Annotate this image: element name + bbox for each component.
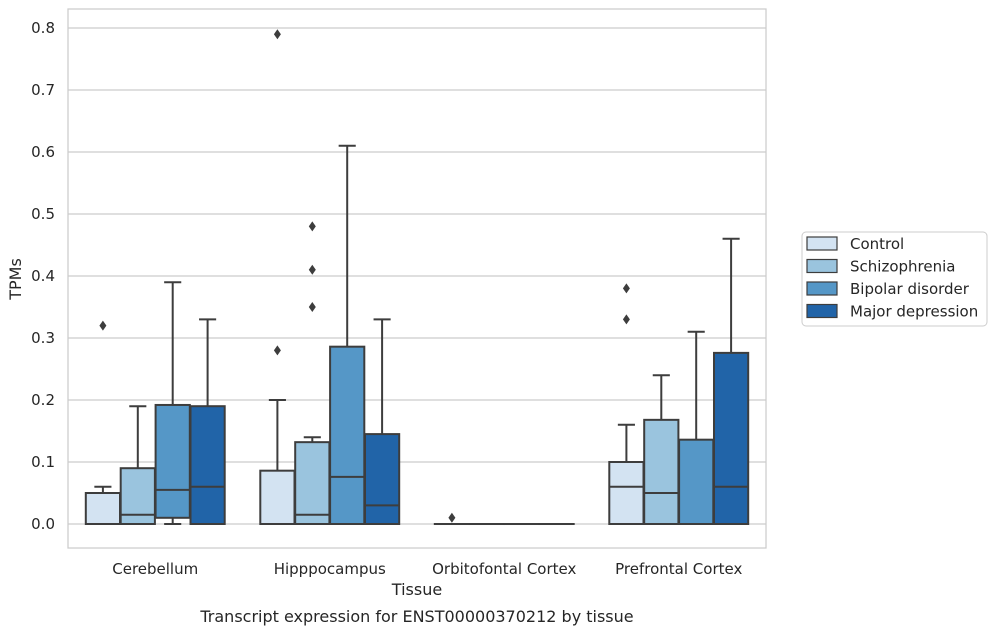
y-tick-label: 0.1 <box>31 453 55 471</box>
legend-label: Major depression <box>850 303 978 321</box>
box-iqr <box>712 351 750 525</box>
boxes-layer <box>84 29 750 526</box>
y-axis-label: TPMs <box>6 258 25 301</box>
box-iqr <box>678 438 715 525</box>
box-control <box>608 283 645 525</box>
legend-swatch <box>806 236 838 251</box>
y-tick-label: 0.7 <box>31 81 55 99</box>
box-iqr <box>329 345 366 525</box>
box-iqr <box>259 469 296 525</box>
box-iqr <box>84 492 122 525</box>
y-tick-labels: 0.0 0.1 0.2 0.3 0.4 0.5 0.6 0.7 0.8 <box>31 19 55 533</box>
box-iqr <box>363 433 401 526</box>
outlier-point <box>99 320 107 331</box>
outlier-point <box>308 221 316 232</box>
box-schizophrenia <box>643 374 680 525</box>
y-tick-label: 0.5 <box>31 205 55 223</box>
legend-frame <box>801 231 988 327</box>
outlier-point <box>622 283 630 294</box>
box-major-depression <box>189 318 226 526</box>
legend-swatch <box>806 258 838 274</box>
x-axis-label: Tissue <box>391 580 442 599</box>
box-iqr <box>154 403 191 519</box>
x-tick-label: Hipppocampus <box>274 560 386 578</box>
box-control <box>433 512 471 526</box>
box-control <box>259 29 296 525</box>
legend-swatch <box>806 281 838 296</box>
box-iqr <box>294 441 331 525</box>
outlier-point <box>448 512 456 523</box>
plot-frame <box>67 8 767 549</box>
box-iqr <box>643 418 680 525</box>
box-iqr <box>189 405 226 526</box>
y-tick-label: 0.8 <box>31 19 55 37</box>
outlier-point <box>273 29 281 40</box>
box-control <box>84 320 122 525</box>
y-tick-label: 0.6 <box>31 143 55 161</box>
outlier-point <box>308 264 316 275</box>
y-tick-label: 0.3 <box>31 329 55 347</box>
y-tick-label: 0.2 <box>31 391 55 409</box>
legend: Control Schizophrenia Bipolar disorder Majo… <box>801 231 988 327</box>
legend-label: Schizophrenia <box>850 258 955 276</box>
x-tick-labels: Cerebellum Hipppocampus Orbitofontal Corte… <box>112 560 742 578</box>
x-tick-label: Prefrontal Cortex <box>615 560 742 578</box>
legend-label: Control <box>850 235 904 253</box>
legend-label: Bipolar disorder <box>850 280 970 298</box>
box-iqr <box>608 461 645 525</box>
box-schizophrenia <box>294 221 331 525</box>
box-major-depression <box>363 318 401 526</box>
legend-swatch <box>806 303 838 319</box>
outlier-point <box>622 314 630 325</box>
y-tick-label: 0.4 <box>31 267 55 285</box>
x-tick-label: Cerebellum <box>112 560 198 578</box>
box-bipolar-disorder <box>154 281 191 525</box>
x-tick-label: Orbitofontal Cortex <box>432 560 576 578</box>
outlier-point <box>273 345 281 356</box>
box-bipolar-disorder <box>329 144 366 525</box>
box-schizophrenia <box>119 405 156 526</box>
box-bipolar-disorder <box>678 330 715 525</box>
box-major-depression <box>712 237 750 525</box>
outlier-point <box>308 302 316 312</box>
y-tick-label: 0.0 <box>31 515 55 533</box>
chart-caption: Transcript expression for ENST0000037021… <box>199 607 633 626</box>
